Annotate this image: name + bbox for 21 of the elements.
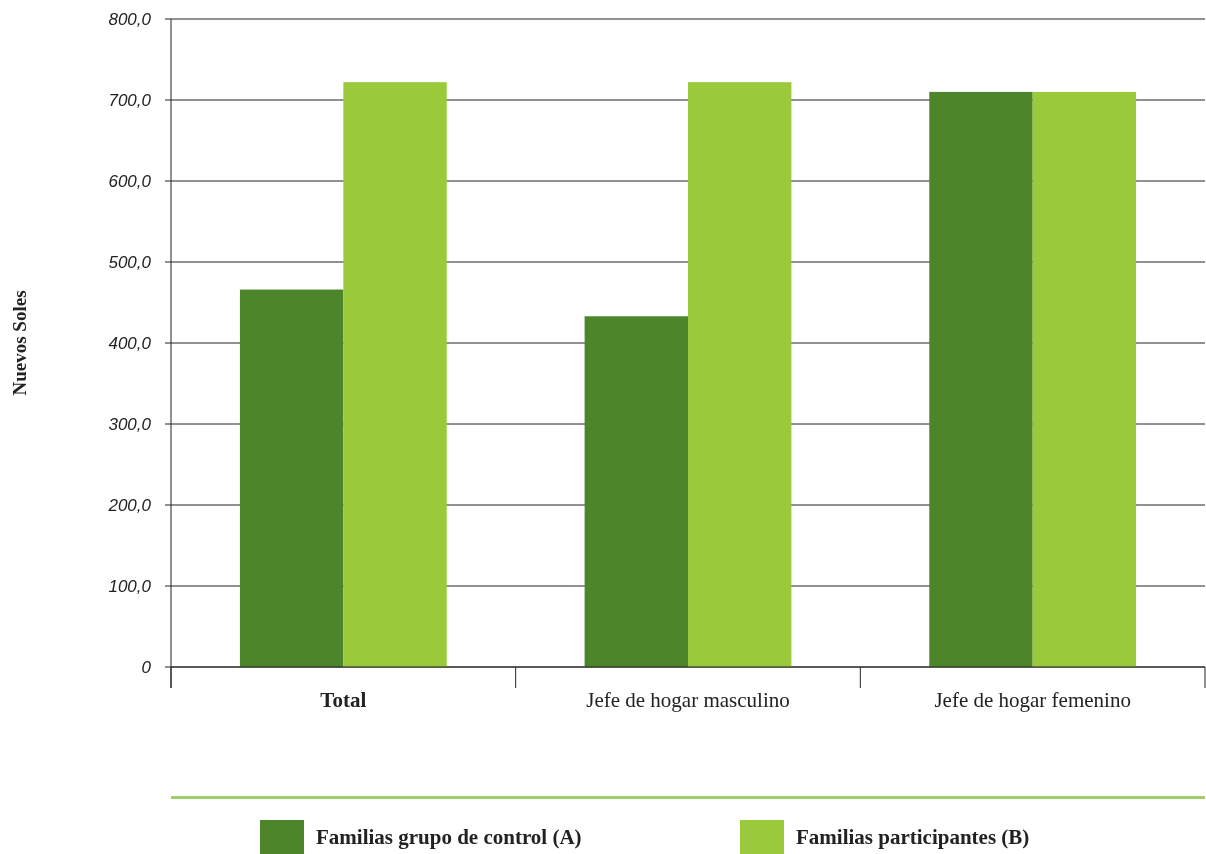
y-tick-label: 800,0 bbox=[108, 9, 152, 29]
bar bbox=[929, 91, 1033, 667]
x-tick-label: Jefe de hogar femenino bbox=[934, 688, 1131, 712]
x-tick-label: Jefe de hogar masculino bbox=[586, 688, 790, 712]
y-tick-label: 400,0 bbox=[108, 333, 152, 353]
y-tick-label: 0 bbox=[141, 657, 152, 677]
y-tick-label: 500,0 bbox=[108, 252, 152, 272]
y-tick-label: 700,0 bbox=[108, 90, 152, 110]
y-tick-label: 200,0 bbox=[107, 495, 152, 515]
bar bbox=[688, 82, 792, 667]
legend-label: Familias participantes (B) bbox=[796, 825, 1030, 849]
y-tick-label: 100,0 bbox=[108, 576, 152, 596]
legend-label: Familias grupo de control (A) bbox=[316, 825, 582, 849]
bar bbox=[343, 82, 447, 667]
x-tick-label: Total bbox=[320, 688, 367, 712]
y-tick-label: 600,0 bbox=[108, 171, 152, 191]
bar bbox=[1032, 91, 1137, 667]
bar bbox=[239, 289, 344, 667]
bar bbox=[584, 316, 688, 667]
y-tick-label: 300,0 bbox=[108, 414, 152, 434]
y-axis-title: Nuevos Soles bbox=[9, 290, 30, 396]
